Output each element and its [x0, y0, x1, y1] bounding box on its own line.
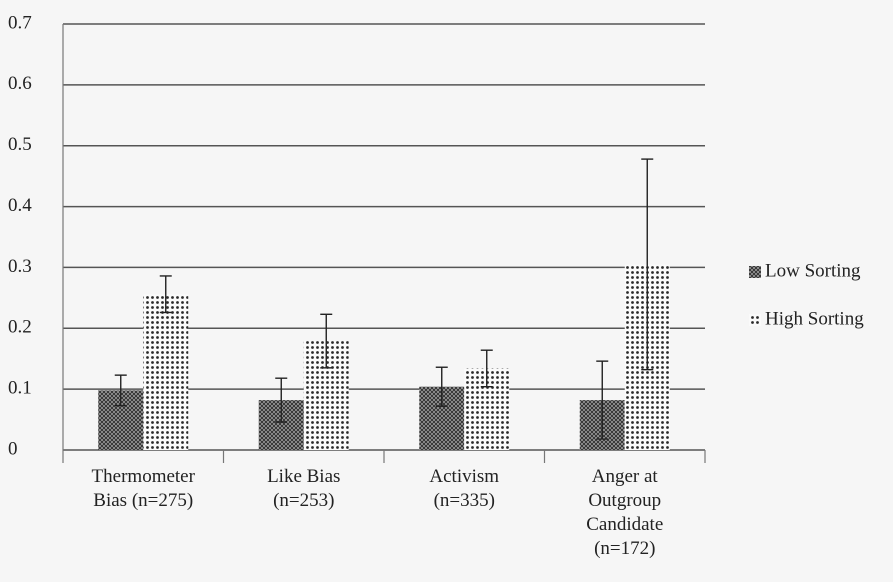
- legend-swatch: [749, 314, 761, 326]
- x-tick-label: Anger at Outgroup Candidate (n=172): [586, 466, 663, 559]
- y-tick-label: 0.2: [8, 317, 32, 338]
- error-bar: [320, 313, 333, 369]
- error-bar: [480, 349, 493, 388]
- y-tick-label: 0: [8, 438, 18, 459]
- error-bar: [114, 374, 127, 407]
- x-tick-label: Thermometer Bias (n=275): [92, 466, 196, 511]
- y-tick-label: 0.7: [8, 12, 32, 33]
- error-bar: [275, 377, 288, 423]
- x-tick-label: Activism (n=335): [429, 466, 499, 511]
- y-tick-label: 0.5: [8, 134, 32, 155]
- y-tick-label: 0.1: [8, 378, 32, 399]
- x-tick-label: Like Bias (n=253): [267, 466, 340, 511]
- y-tick-label: 0.4: [8, 195, 32, 216]
- y-tick-label: 0.6: [8, 73, 32, 94]
- error-bar: [435, 366, 448, 407]
- bar: [143, 294, 189, 450]
- y-tick-label: 0.3: [8, 256, 32, 277]
- error-bar: [159, 275, 172, 314]
- error-bar: [596, 360, 609, 440]
- legend-swatch: [749, 266, 761, 278]
- legend-label: High Sorting: [765, 308, 864, 329]
- legend-label: Low Sorting: [765, 260, 861, 281]
- error-bar: [641, 158, 654, 371]
